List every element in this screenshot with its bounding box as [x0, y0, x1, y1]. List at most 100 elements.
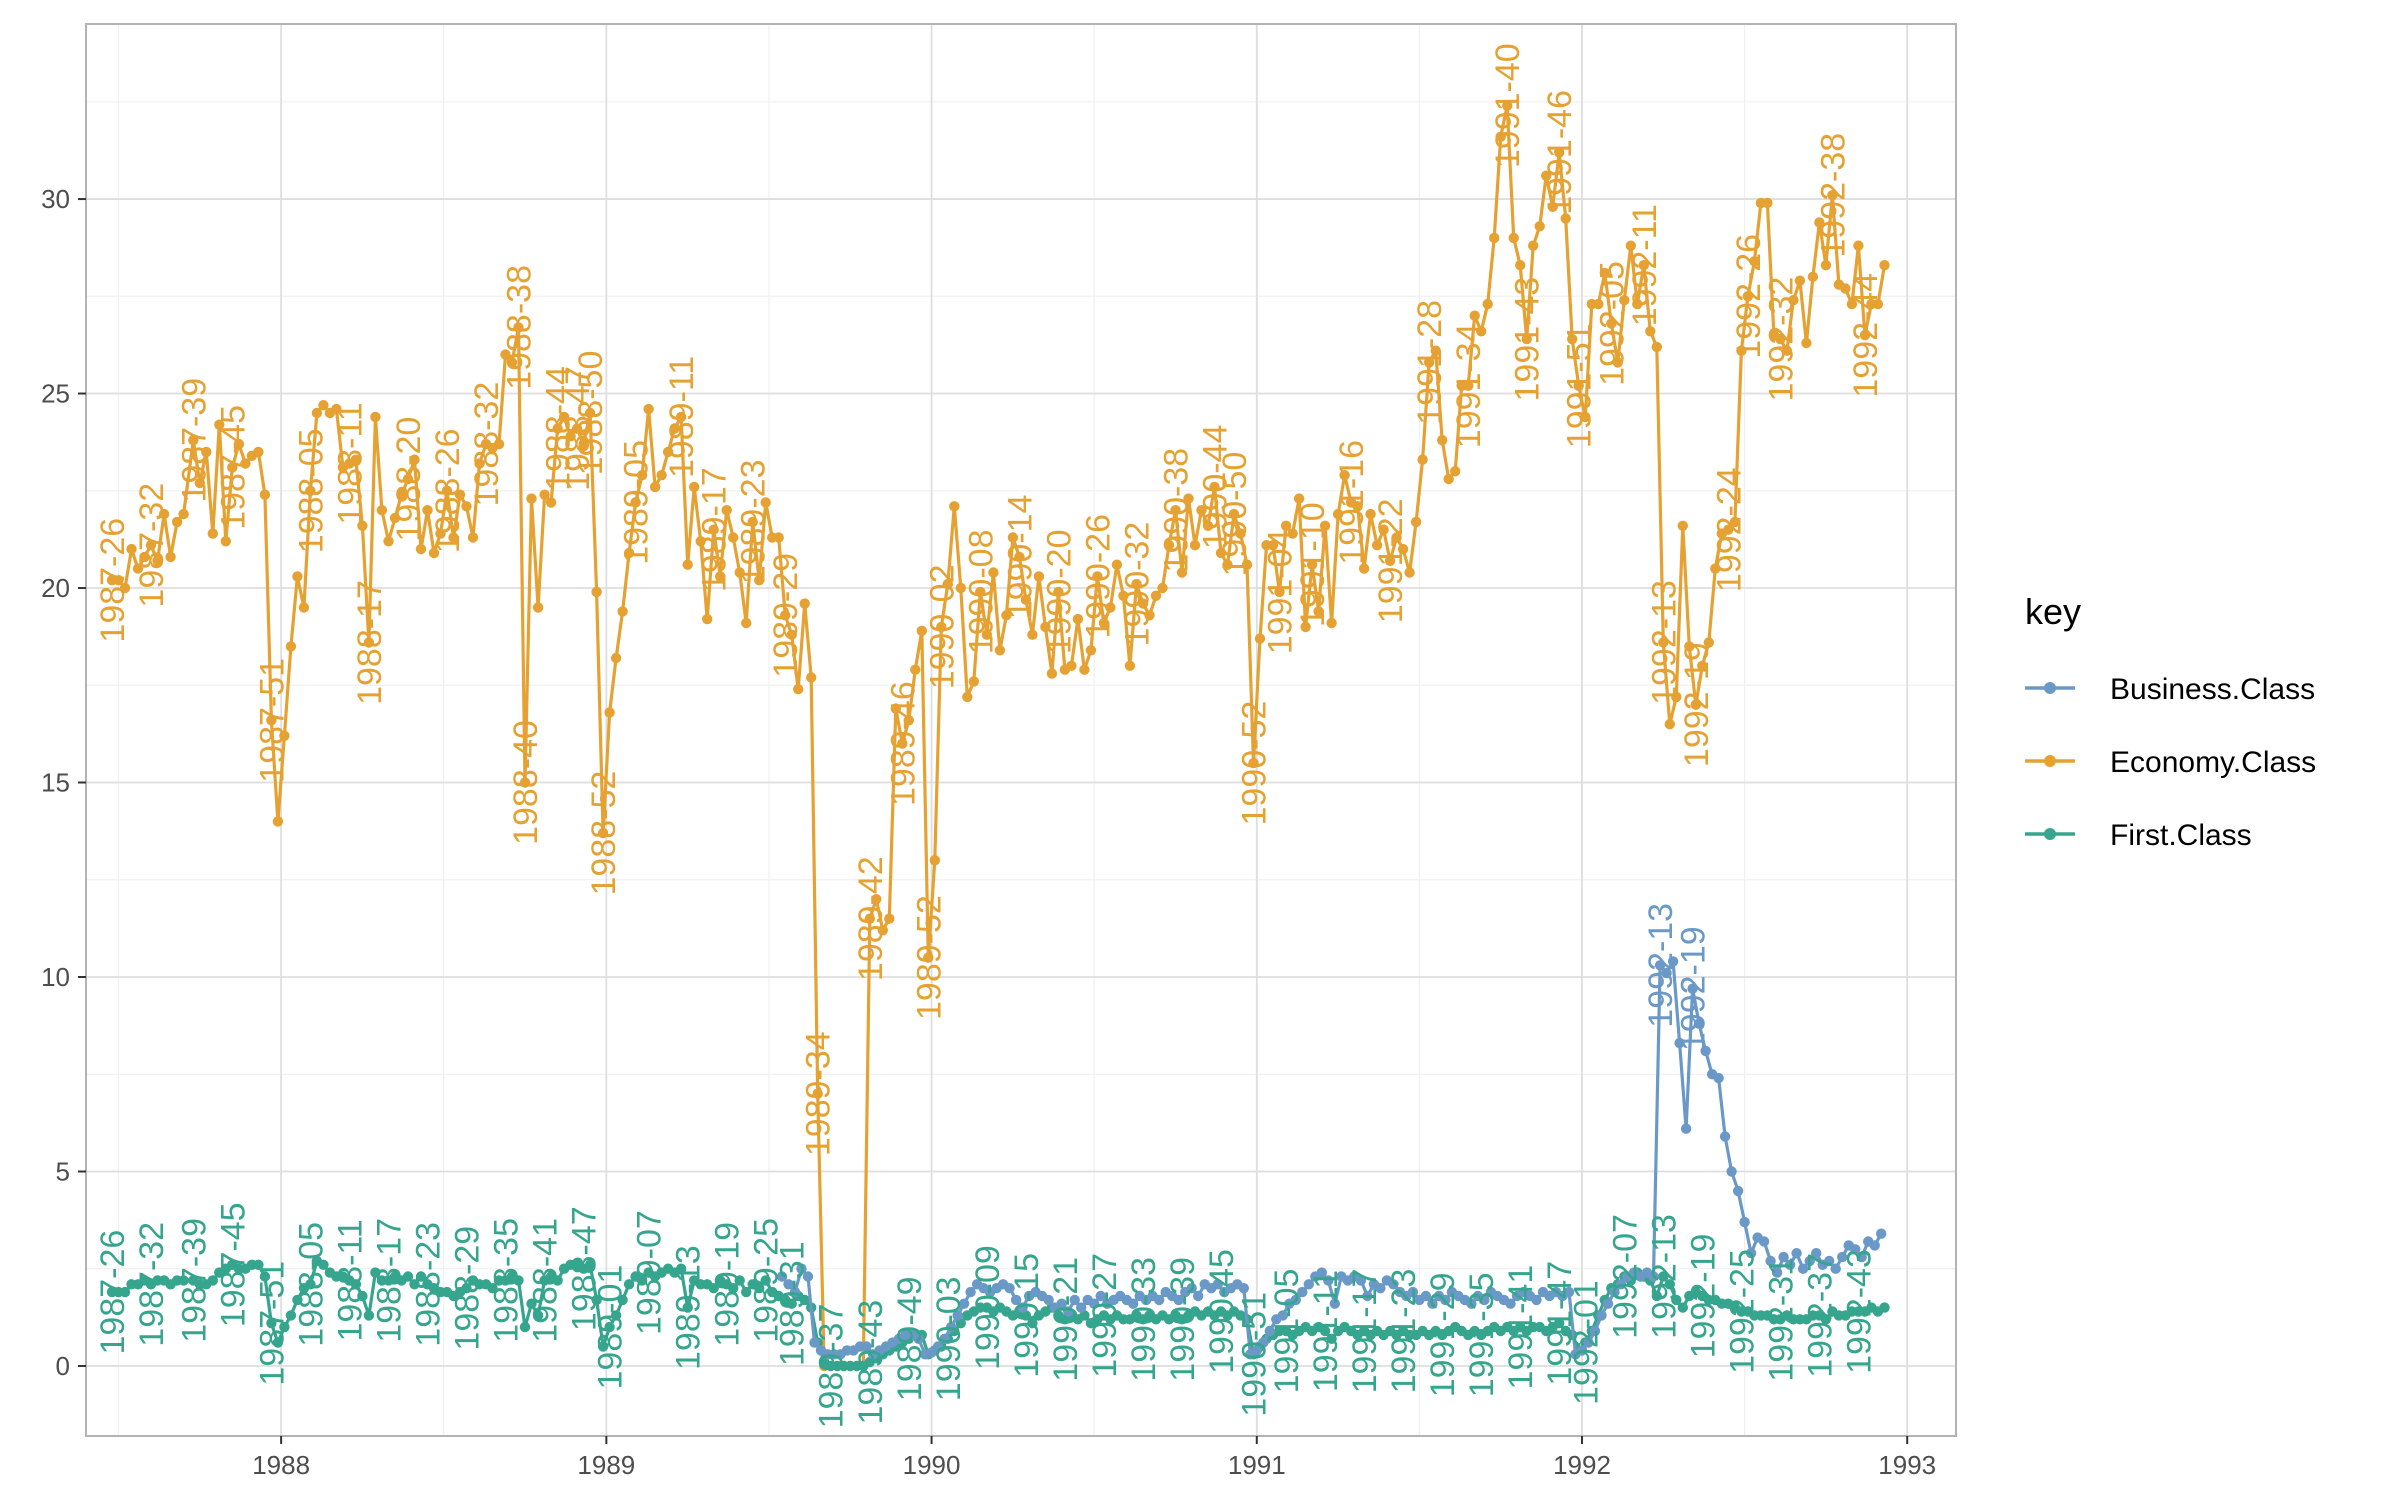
point-label: 1992-44 — [1847, 273, 1885, 398]
data-point — [636, 1275, 648, 1286]
data-point — [152, 555, 163, 566]
data-point — [266, 715, 277, 726]
data-point — [1482, 298, 1493, 310]
data-point — [1355, 1275, 1367, 1286]
point-label: 1989-05 — [618, 440, 656, 565]
data-point — [1063, 1306, 1074, 1317]
data-point — [610, 652, 622, 664]
point-label: 1990-08 — [962, 530, 1000, 655]
data-point — [1742, 291, 1754, 302]
point-label: 1990-50 — [1216, 452, 1254, 577]
data-point — [1515, 260, 1526, 271]
data-point — [962, 691, 973, 703]
data-point — [812, 1088, 823, 1099]
data-point — [1837, 1251, 1848, 1263]
point-label: 1988-11 — [331, 402, 369, 524]
data-point — [1007, 532, 1019, 543]
data-point — [1824, 1255, 1835, 1267]
point-label: 1991-40 — [1489, 43, 1527, 168]
data-point — [1248, 757, 1259, 769]
data-point — [1280, 520, 1292, 531]
data-point — [1661, 967, 1672, 979]
legend-title: key — [2025, 591, 2081, 632]
data-point — [370, 411, 381, 423]
point-label: 1991-29 — [1424, 1273, 1462, 1398]
data-point — [396, 489, 407, 500]
data-point — [298, 602, 310, 613]
data-point — [597, 827, 609, 839]
point-label: 1987-26 — [94, 518, 132, 643]
data-point — [350, 454, 362, 465]
data-point — [1027, 629, 1038, 640]
data-point — [1020, 594, 1032, 605]
data-point — [1189, 540, 1201, 551]
data-point — [259, 1271, 271, 1282]
data-point — [617, 1294, 628, 1306]
point-label: 1988-32 — [468, 382, 506, 507]
data-point — [1674, 1037, 1685, 1049]
data-point — [422, 505, 433, 516]
data-point — [1326, 1333, 1337, 1345]
legend-label: Business.Class — [2110, 673, 2315, 706]
data-point — [1427, 1298, 1438, 1309]
data-point — [119, 1286, 131, 1298]
data-point — [981, 629, 993, 640]
data-point — [383, 536, 394, 547]
point-label: 1992-26 — [1730, 234, 1768, 359]
data-point — [113, 575, 124, 586]
data-point — [201, 446, 212, 458]
data-point — [474, 458, 485, 469]
data-point — [1033, 571, 1045, 582]
data-point — [1131, 578, 1142, 590]
data-point — [939, 1333, 950, 1345]
point-label: 1988-47 — [559, 366, 597, 491]
data-point — [1580, 411, 1591, 423]
point-label: 1990-03 — [930, 1276, 968, 1401]
data-point — [1489, 232, 1500, 244]
data-point — [1430, 345, 1441, 356]
data-point — [1339, 470, 1350, 481]
data-point — [1619, 295, 1630, 306]
data-point — [552, 423, 563, 434]
data-point — [675, 411, 687, 423]
point-label: 1992-32 — [1762, 277, 1800, 402]
data-point — [955, 582, 966, 594]
data-point — [728, 532, 739, 543]
data-point — [1589, 1325, 1601, 1337]
axes: 1988 1989 1990 1991 1992 1993 0 5 10 15 20 25 30 — [41, 184, 1936, 1480]
point-label: 1988-05 — [292, 1222, 330, 1347]
data-point — [1443, 473, 1454, 485]
data-point — [266, 1318, 277, 1329]
data-point — [402, 1271, 414, 1282]
data-point — [292, 1294, 303, 1306]
data-point — [799, 598, 810, 609]
data-point — [1388, 1279, 1399, 1290]
data-point — [689, 481, 700, 493]
data-point — [754, 575, 765, 586]
point-label: 1989-29 — [767, 553, 805, 678]
data-point — [1872, 298, 1884, 310]
data-point — [1277, 1310, 1289, 1321]
data-point — [715, 571, 726, 582]
data-point — [789, 1286, 801, 1298]
y-tick-label: 20 — [41, 573, 70, 603]
data-point — [370, 1267, 381, 1278]
point-label: 1989-31 — [774, 1241, 812, 1366]
data-point — [597, 1341, 609, 1352]
data-point — [285, 641, 297, 652]
data-point — [932, 1341, 944, 1352]
data-point — [1820, 260, 1832, 271]
data-point — [402, 473, 414, 485]
point-label: 1989-46 — [884, 681, 922, 806]
data-point — [532, 1310, 544, 1321]
point-label: 1988-40 — [507, 720, 545, 845]
data-point — [1651, 341, 1663, 353]
data-point — [952, 1310, 963, 1321]
y-tick-label: 0 — [56, 1351, 70, 1381]
data-point — [363, 1310, 375, 1321]
data-point — [532, 602, 544, 613]
data-point — [240, 458, 251, 469]
data-point — [708, 524, 719, 535]
point-label: 1989-13 — [670, 1245, 708, 1370]
